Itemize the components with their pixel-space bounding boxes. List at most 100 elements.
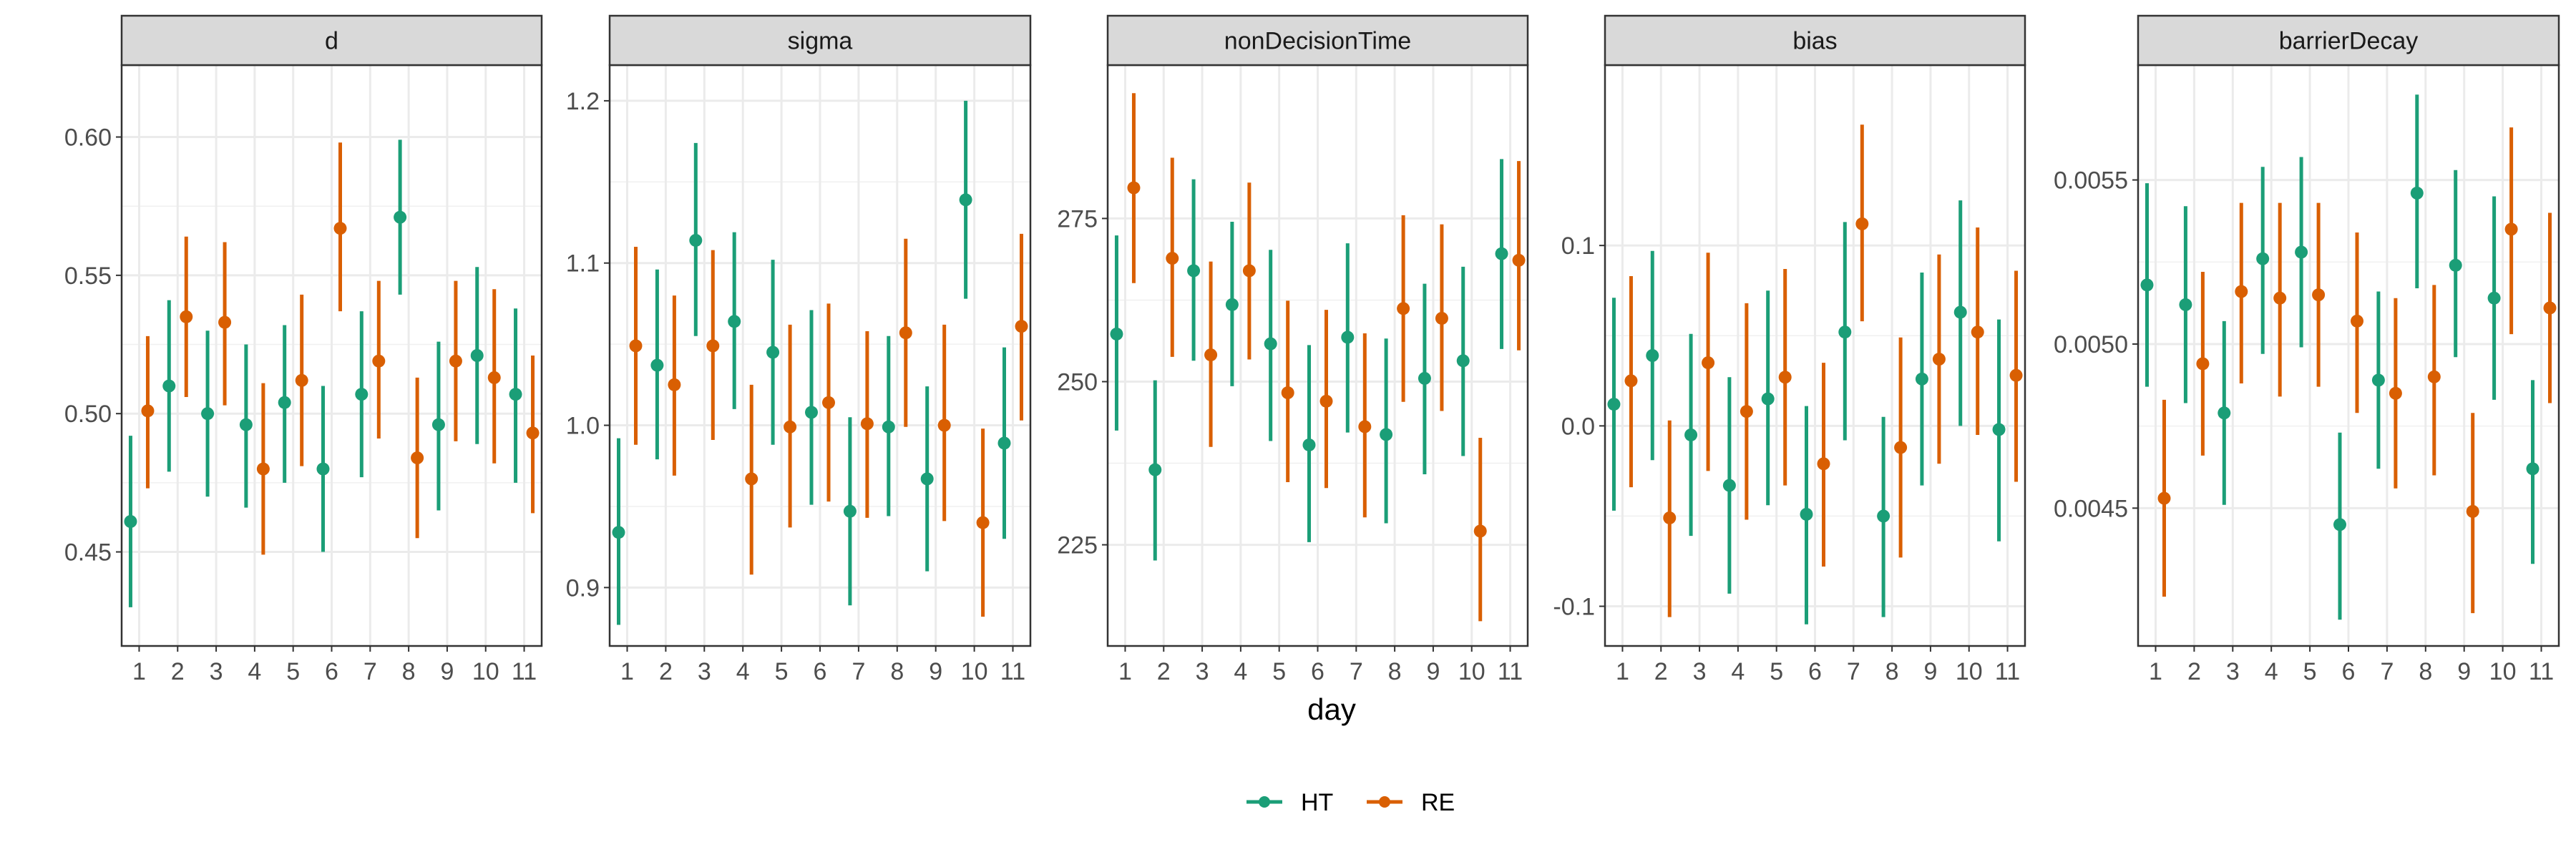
point-ht-day-1 — [1110, 327, 1123, 341]
point-ht-day-1 — [124, 515, 137, 528]
point-ht-day-11 — [1992, 423, 2006, 436]
point-re-day-11 — [1512, 253, 1526, 267]
x-tick-label: 1 — [132, 658, 146, 685]
x-tick-label: 6 — [814, 658, 827, 685]
point-re-day-8 — [899, 326, 912, 340]
x-tick-label: 1 — [620, 658, 634, 685]
x-tick-label: 5 — [286, 658, 300, 685]
point-re-day-5 — [784, 420, 797, 434]
x-tick-label: 9 — [1923, 658, 1937, 685]
point-re-day-3 — [1702, 356, 1715, 370]
point-ht-day-7 — [843, 504, 857, 518]
point-re-day-7 — [372, 354, 386, 368]
x-tick-label: 7 — [852, 658, 865, 685]
x-tick-label: 3 — [2226, 658, 2240, 685]
facet-bias: -0.1 0.0 0.1 1 2 3 4 5 6 7 8 9 10 11 bias — [1553, 14, 2026, 685]
x-tick-label: 10 — [1458, 658, 1485, 685]
point-ht-day-9 — [2449, 258, 2462, 272]
point-re-day-9 — [449, 354, 462, 368]
point-ht-day-8 — [1877, 509, 1890, 523]
point-re-day-3 — [706, 339, 720, 353]
point-re-day-9 — [1435, 311, 1448, 325]
point-ht-day-10 — [2487, 291, 2501, 305]
point-ht-day-8 — [882, 420, 895, 434]
point-re-day-2 — [668, 378, 681, 391]
point-re-day-8 — [1397, 302, 1410, 315]
point-re-day-11 — [1015, 320, 1028, 333]
point-ht-day-2 — [2179, 298, 2192, 311]
point-ht-day-5 — [766, 346, 780, 359]
point-re-day-8 — [411, 451, 424, 465]
facet-strip — [1604, 14, 2026, 67]
facet-nondecisiontime: 225 250 275 1 2 3 4 5 6 7 8 9 10 11 nonDecisionTime — [1057, 14, 1529, 685]
facet-strip-label: d — [325, 28, 338, 55]
point-re-day-4 — [1242, 264, 1256, 278]
point-ht-day-7 — [1341, 330, 1355, 344]
x-tick-label: 5 — [775, 658, 789, 685]
point-re-day-5 — [295, 373, 308, 387]
x-tick-label: 10 — [961, 658, 988, 685]
point-re-day-7 — [2389, 386, 2402, 400]
point-ht-day-8 — [1380, 428, 1393, 441]
point-re-day-9 — [1932, 353, 1946, 366]
legend-key-re-point — [1379, 796, 1390, 808]
point-ht-day-11 — [509, 388, 522, 401]
facet-barrierdecay: 0.0045 0.0050 0.0055 1 2 3 4 5 6 7 8 9 10 11 barrierDe… — [2054, 14, 2560, 685]
x-tick-label: 8 — [1885, 658, 1899, 685]
point-re-day-6 — [1319, 394, 1333, 408]
facet-strip — [2137, 14, 2560, 67]
x-tick-label: 8 — [890, 658, 904, 685]
x-tick-label: 11 — [1000, 658, 1025, 685]
y-tick-label: 0.0055 — [2054, 167, 2128, 195]
x-tick-label: 2 — [659, 658, 673, 685]
point-re-day-7 — [860, 417, 874, 431]
point-ht-day-9 — [431, 418, 445, 431]
x-tick-label: 10 — [2489, 658, 2517, 685]
point-re-day-10 — [976, 516, 990, 529]
point-re-day-3 — [218, 315, 232, 329]
facet-strip-label: nonDecisionTime — [1224, 28, 1411, 55]
point-ht-day-11 — [1495, 247, 1508, 260]
point-re-day-4 — [2273, 291, 2287, 305]
point-re-day-5 — [1778, 371, 1792, 384]
point-re-day-6 — [1817, 457, 1830, 471]
point-ht-day-3 — [1684, 428, 1698, 441]
point-ht-day-5 — [2295, 245, 2308, 259]
point-ht-day-5 — [278, 396, 291, 409]
point-ht-day-4 — [1225, 298, 1239, 311]
point-re-day-5 — [1281, 386, 1294, 400]
point-ht-day-4 — [728, 315, 741, 328]
point-ht-day-8 — [2410, 186, 2424, 200]
x-tick-label: 9 — [2457, 658, 2471, 685]
x-tick-label: 1 — [1616, 658, 1629, 685]
point-ht-day-9 — [1915, 372, 1928, 386]
legend: HT RE — [1246, 789, 1455, 816]
point-re-day-3 — [1204, 348, 1218, 362]
x-tick-label: 8 — [402, 658, 416, 685]
y-tick-label: 250 — [1057, 368, 1098, 396]
point-ht-day-2 — [650, 358, 664, 372]
y-tick-label: 0.0045 — [2054, 495, 2128, 522]
point-re-day-1 — [141, 404, 155, 418]
x-tick-label: 6 — [325, 658, 338, 685]
point-re-day-7 — [1855, 217, 1869, 230]
point-ht-day-10 — [959, 193, 972, 207]
x-tick-label: 10 — [472, 658, 499, 685]
x-tick-label: 11 — [1995, 658, 2020, 685]
y-tick-label: 0.60 — [64, 124, 112, 152]
legend-key-ht-point — [1259, 796, 1270, 808]
point-ht-day-3 — [201, 407, 215, 421]
point-re-day-1 — [629, 339, 643, 353]
point-re-day-1 — [2157, 491, 2171, 505]
x-tick-label: 6 — [1311, 658, 1324, 685]
point-re-day-6 — [822, 396, 835, 409]
point-ht-day-2 — [162, 379, 176, 393]
point-re-day-3 — [2235, 285, 2248, 298]
y-tick-label: 275 — [1057, 205, 1098, 232]
x-tick-label: 4 — [2265, 658, 2278, 685]
point-re-day-1 — [1624, 374, 1638, 388]
x-tick-label: 11 — [512, 658, 537, 685]
x-tick-label: 4 — [1234, 658, 1247, 685]
